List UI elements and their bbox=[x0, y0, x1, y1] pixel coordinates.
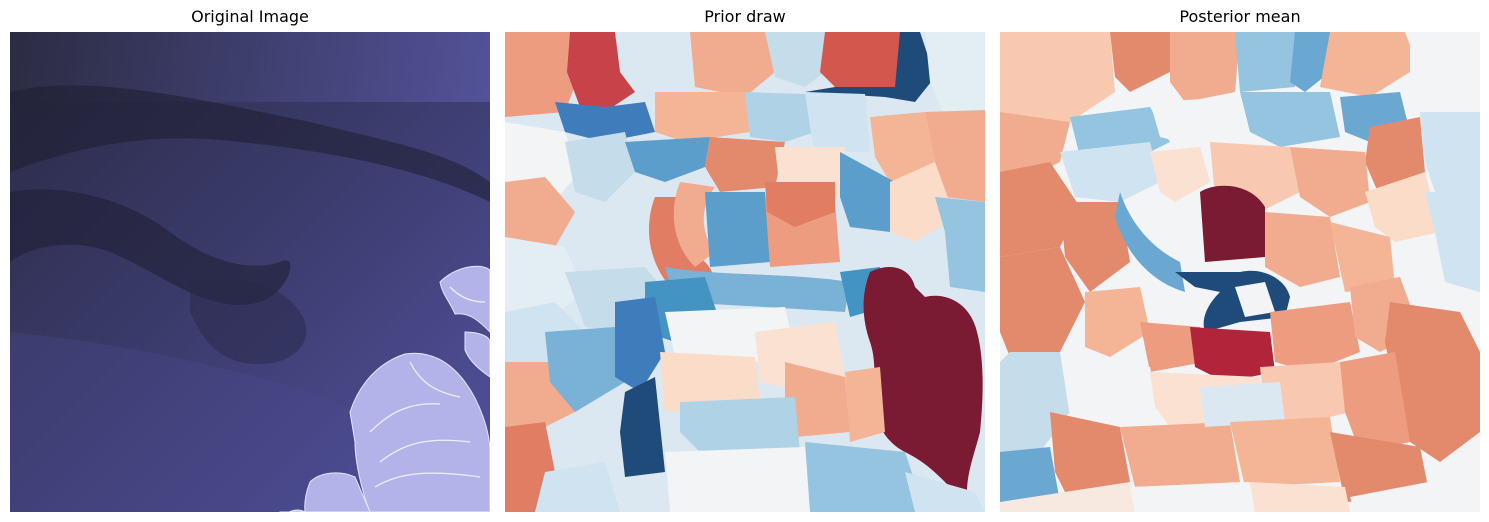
prior-draw-map bbox=[505, 32, 985, 512]
panel-title-prior: Prior draw bbox=[704, 7, 786, 26]
panel-title-original: Original Image bbox=[191, 7, 309, 26]
original-image bbox=[10, 32, 490, 512]
panel-title-posterior: Posterior mean bbox=[1179, 7, 1301, 26]
posterior-mean-map bbox=[1000, 32, 1480, 512]
